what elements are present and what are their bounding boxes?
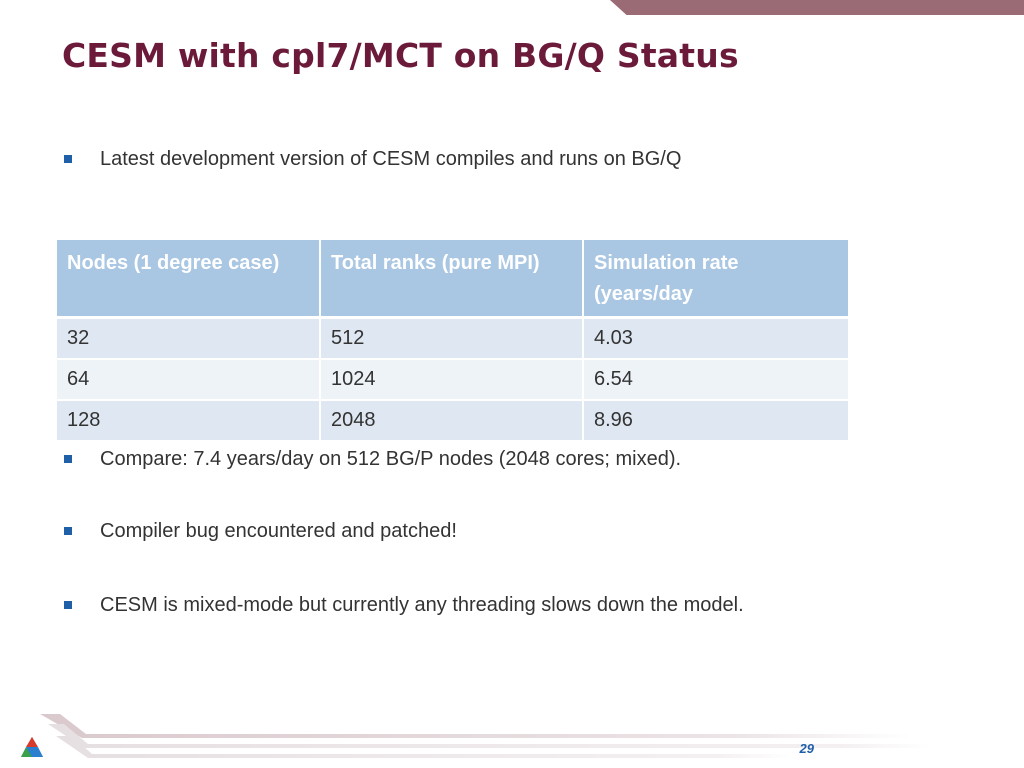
argonne-logo-icon bbox=[21, 737, 43, 757]
bullet-item: CESM is mixed-mode but currently any thr… bbox=[64, 594, 744, 617]
results-table: Nodes (1 degree case) Total ranks (pure … bbox=[57, 240, 848, 442]
table-cell: 512 bbox=[321, 319, 584, 360]
table-header-cell: Simulation rate (years/day bbox=[584, 240, 848, 319]
table-cell: 128 bbox=[57, 401, 321, 442]
slide-title: CESM with cpl7/MCT on BG/Q Status bbox=[62, 36, 739, 75]
bullet-item: Compiler bug encountered and patched! bbox=[64, 520, 457, 543]
bullet-text: Compare: 7.4 years/day on 512 BG/P nodes… bbox=[100, 448, 682, 470]
bullet-text: Compiler bug encountered and patched! bbox=[100, 520, 457, 542]
bullet-text: CESM is mixed-mode but currently any thr… bbox=[100, 594, 744, 616]
top-decorative-band bbox=[610, 0, 1024, 15]
table-row: 128 2048 8.96 bbox=[57, 401, 848, 442]
table-cell: 8.96 bbox=[584, 401, 848, 442]
bullet-text: Latest development version of CESM compi… bbox=[100, 148, 682, 170]
square-bullet-icon bbox=[64, 527, 72, 535]
table-cell: 6.54 bbox=[584, 360, 848, 401]
table-header-cell: Total ranks (pure MPI) bbox=[321, 240, 584, 319]
table-header-cell: Nodes (1 degree case) bbox=[57, 240, 321, 319]
table-cell: 64 bbox=[57, 360, 321, 401]
square-bullet-icon bbox=[64, 601, 72, 609]
page-number: 29 bbox=[799, 741, 814, 756]
table-header-row: Nodes (1 degree case) Total ranks (pure … bbox=[57, 240, 848, 319]
bullet-item: Compare: 7.4 years/day on 512 BG/P nodes… bbox=[64, 448, 681, 471]
footer-decoration bbox=[40, 714, 930, 758]
table-cell: 32 bbox=[57, 319, 321, 360]
square-bullet-icon bbox=[64, 455, 72, 463]
table-row: 64 1024 6.54 bbox=[57, 360, 848, 401]
table-cell: 2048 bbox=[321, 401, 584, 442]
table-cell: 1024 bbox=[321, 360, 584, 401]
table-cell: 4.03 bbox=[584, 319, 848, 360]
table-row: 32 512 4.03 bbox=[57, 319, 848, 360]
square-bullet-icon bbox=[64, 155, 72, 163]
bullet-item: Latest development version of CESM compi… bbox=[64, 148, 681, 171]
